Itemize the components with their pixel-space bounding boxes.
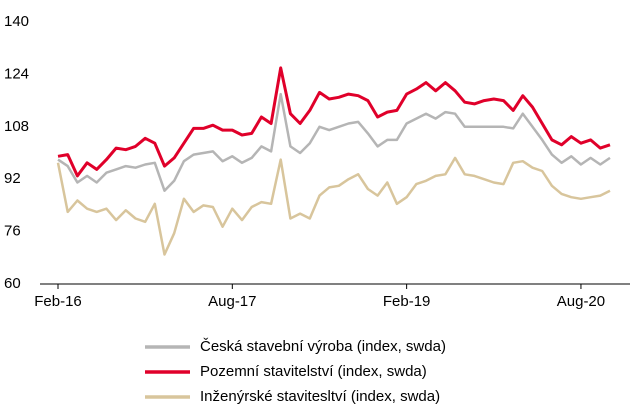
x-tick-label: Feb-16 [34,293,82,310]
series-line [57,92,611,192]
series-line [57,66,611,178]
y-tick-label: 124 [4,65,29,82]
y-tick-label: 140 [4,13,29,30]
y-tick-label: 92 [4,170,21,187]
x-tick-label: Aug-20 [557,293,605,310]
y-tick-label: 60 [4,275,21,292]
x-tick-label: Feb-19 [383,293,431,310]
legend-label: Pozemní stavitelství (index, swda) [200,363,427,380]
x-tick-label: Aug-17 [208,293,256,310]
y-tick-label: 108 [4,118,29,135]
legend-label: Česká stavební výroba (index, swda) [200,338,446,355]
y-tick-label: 76 [4,223,21,240]
series-line [56,156,611,256]
legend-label: Inženýrské stavitesltví (index, swda) [200,388,440,405]
